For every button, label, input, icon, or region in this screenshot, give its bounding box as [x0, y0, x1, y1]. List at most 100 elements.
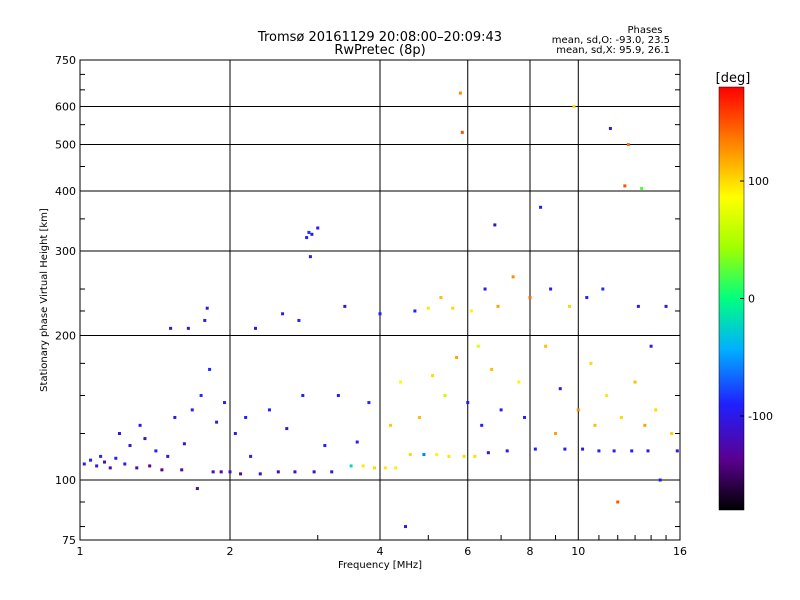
data-point	[258, 472, 262, 476]
x-tick-label: 8	[527, 545, 534, 558]
data-point	[166, 454, 170, 458]
data-point	[601, 287, 605, 291]
data-point	[82, 462, 86, 466]
data-point	[483, 287, 487, 291]
y-tick-label: 400	[55, 185, 76, 198]
data-point	[228, 470, 232, 474]
data-point	[544, 344, 548, 348]
data-point	[654, 408, 658, 412]
data-point	[182, 442, 186, 446]
colorbar-tick-label: 100	[748, 175, 769, 188]
data-point	[553, 432, 557, 436]
data-point	[649, 344, 653, 348]
data-point	[310, 232, 314, 236]
data-point	[389, 423, 393, 427]
data-point	[493, 223, 497, 227]
data-point	[455, 355, 459, 359]
data-point	[549, 287, 553, 291]
y-tick-label: 300	[55, 245, 76, 258]
data-point	[616, 500, 620, 504]
stats-line-x: mean, sd,X: 95.9, 26.1	[556, 45, 670, 56]
data-point	[276, 470, 280, 474]
y-tick-label: 750	[55, 54, 76, 67]
data-point	[361, 464, 365, 468]
chart-title: Tromsø 20161129 20:08:00–20:09:43	[257, 30, 502, 45]
points-layer	[82, 91, 679, 529]
colorbar-ticks: 100 0 -100	[740, 175, 773, 423]
data-point	[233, 432, 237, 436]
data-point	[413, 309, 417, 313]
data-point	[308, 255, 312, 259]
data-point	[143, 437, 147, 441]
data-point	[355, 440, 359, 444]
data-point	[597, 449, 601, 453]
data-point	[253, 326, 257, 330]
data-point	[336, 394, 340, 398]
data-point	[114, 456, 118, 460]
data-point	[128, 444, 132, 448]
data-point	[533, 447, 537, 451]
x-tick-label: 16	[673, 545, 687, 558]
y-tick-label: 500	[55, 139, 76, 152]
data-point	[117, 432, 121, 436]
data-point	[195, 487, 199, 491]
data-point	[572, 105, 576, 109]
data-point	[439, 296, 443, 300]
data-point	[528, 296, 532, 300]
data-point	[297, 318, 301, 322]
data-point	[394, 466, 398, 470]
data-point	[458, 91, 462, 95]
data-point	[630, 449, 634, 453]
data-point	[316, 226, 320, 230]
data-point	[567, 304, 571, 308]
data-point	[451, 306, 455, 310]
data-point	[169, 326, 173, 330]
data-point	[307, 230, 311, 234]
data-point	[399, 380, 403, 384]
data-point	[367, 401, 371, 405]
data-point	[608, 126, 612, 130]
data-point	[205, 306, 209, 310]
data-point	[469, 309, 473, 313]
data-point	[215, 420, 219, 424]
data-point	[108, 466, 112, 470]
data-point	[211, 470, 215, 474]
data-point	[103, 460, 107, 464]
data-point	[593, 423, 597, 427]
data-point	[267, 408, 271, 412]
data-point	[403, 525, 407, 529]
data-point	[640, 186, 644, 190]
data-point	[539, 205, 543, 209]
stats-line-o: mean, sd,O: -93.0, 23.5	[552, 35, 670, 46]
data-point	[89, 458, 93, 462]
data-point	[460, 130, 464, 134]
data-point	[186, 326, 190, 330]
data-point	[408, 453, 412, 457]
data-point	[585, 296, 589, 300]
data-point	[486, 451, 490, 455]
stats-heading: Phases	[627, 25, 662, 36]
x-tick-label: 6	[464, 545, 471, 558]
grid-layer	[79, 59, 681, 541]
y-tick-label: 200	[55, 330, 76, 343]
data-point	[95, 464, 99, 468]
data-point	[223, 401, 227, 405]
data-point	[330, 470, 334, 474]
data-point	[612, 449, 616, 453]
data-point	[626, 143, 630, 147]
data-point	[670, 432, 674, 436]
data-point	[480, 423, 484, 427]
data-point	[466, 401, 470, 405]
data-point	[443, 394, 447, 398]
y-tick-label: 75	[62, 534, 76, 547]
data-point	[623, 184, 627, 188]
data-point	[244, 415, 248, 419]
y-tick-label: 100	[55, 474, 76, 487]
data-point	[581, 447, 585, 451]
colorbar-tick-label: 0	[748, 293, 755, 306]
data-point	[496, 304, 500, 308]
data-point	[148, 464, 152, 468]
chart-subtitle: RwPretec (8p)	[334, 43, 425, 58]
data-point	[323, 444, 327, 448]
